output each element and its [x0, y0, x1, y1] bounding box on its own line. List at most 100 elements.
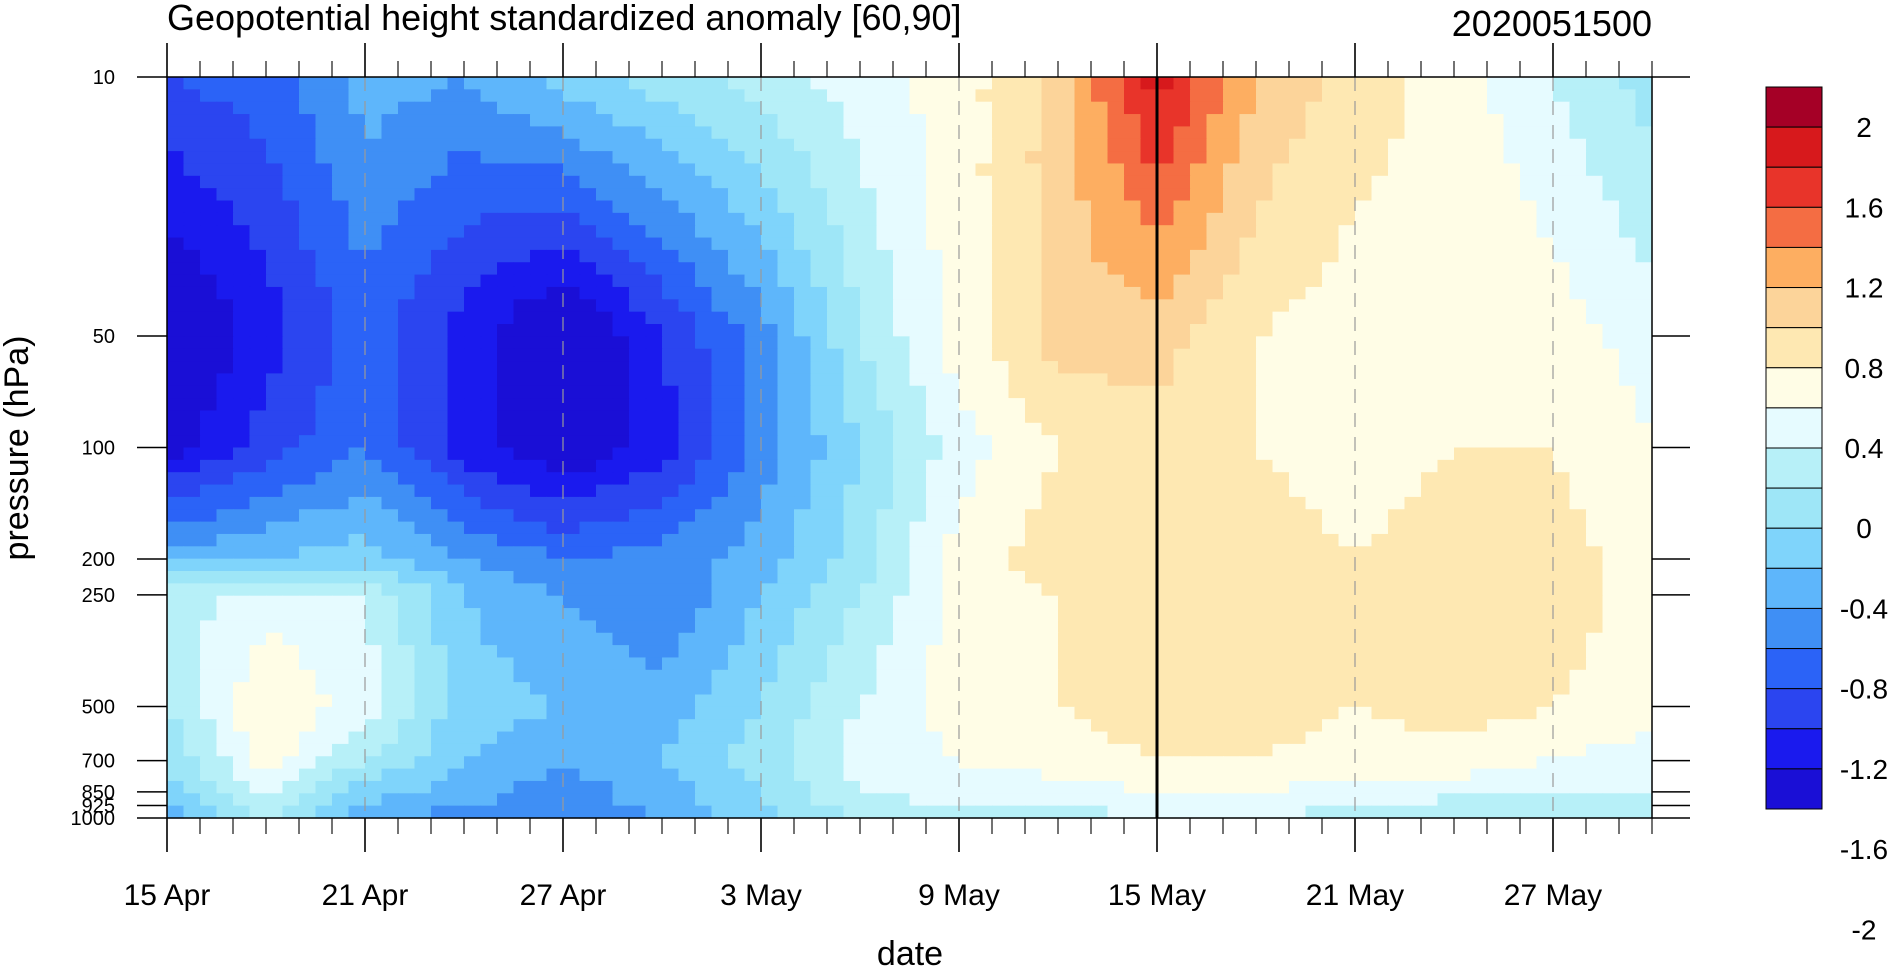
field-cell	[1322, 694, 1340, 708]
field-cell	[711, 299, 729, 313]
field-cell	[348, 632, 366, 646]
field-cell	[447, 163, 465, 177]
field-cell	[1190, 546, 1208, 560]
field-cell	[1536, 77, 1554, 90]
field-cell	[1503, 422, 1521, 436]
field-cell	[1289, 126, 1307, 140]
field-cell	[365, 249, 383, 263]
field-cell	[348, 472, 366, 486]
field-cell	[1008, 706, 1026, 720]
field-cell	[530, 435, 548, 449]
field-cell	[579, 657, 597, 671]
field-cell	[563, 558, 581, 572]
field-cell	[480, 595, 498, 609]
field-cell	[249, 595, 267, 609]
field-cell	[1272, 632, 1290, 646]
field-cell	[1190, 299, 1208, 313]
field-cell	[431, 101, 449, 115]
field-cell	[1355, 200, 1373, 214]
field-cell	[216, 361, 234, 374]
field-cell	[909, 138, 927, 152]
field-cell	[926, 682, 944, 696]
field-cell	[645, 262, 663, 276]
field-cell	[1256, 348, 1274, 362]
field-cell	[612, 114, 630, 127]
field-cell	[1487, 657, 1505, 671]
field-cell	[233, 645, 251, 659]
field-cell	[497, 101, 515, 115]
field-cell	[1239, 645, 1257, 659]
field-cell	[1421, 410, 1439, 424]
field-cell	[398, 299, 416, 313]
field-cell	[497, 558, 515, 572]
field-cell	[695, 595, 713, 609]
field-cell	[513, 533, 531, 547]
field-cell	[959, 657, 977, 671]
field-cell	[282, 706, 300, 720]
field-cell	[1256, 546, 1274, 560]
field-cell	[431, 311, 449, 325]
field-cell	[282, 286, 300, 300]
field-cell	[1107, 422, 1125, 436]
field-cell	[810, 410, 828, 424]
field-cell	[1239, 719, 1257, 733]
field-cell	[348, 200, 366, 214]
field-cell	[1635, 571, 1653, 584]
field-cell	[860, 324, 878, 337]
field-cell	[282, 694, 300, 708]
field-cell	[1338, 138, 1356, 152]
field-cell	[1107, 632, 1125, 646]
field-cell	[1157, 521, 1175, 535]
field-cell	[1107, 212, 1125, 226]
field-cell	[1173, 706, 1191, 720]
field-cell	[612, 385, 630, 399]
field-cell	[1190, 225, 1208, 239]
field-cell	[282, 422, 300, 436]
field-cell	[1289, 719, 1307, 733]
field-cell	[1569, 583, 1587, 597]
field-cell	[711, 719, 729, 733]
field-cell	[1223, 583, 1241, 597]
field-cell	[1239, 126, 1257, 140]
field-cell	[959, 348, 977, 362]
field-cell	[1272, 509, 1290, 523]
field-cell	[233, 237, 251, 251]
field-cell	[959, 274, 977, 288]
field-cell	[794, 274, 812, 288]
field-cell	[1206, 669, 1224, 683]
field-cell	[1239, 422, 1257, 436]
field-cell	[1619, 151, 1637, 165]
field-cell	[233, 385, 251, 399]
field-cell	[1388, 422, 1406, 436]
field-cell	[1569, 89, 1587, 103]
field-cell	[1058, 249, 1076, 263]
field-cell	[1355, 385, 1373, 399]
field-cell	[1272, 200, 1290, 214]
field-cell	[513, 706, 531, 720]
field-cell	[596, 472, 614, 486]
field-cell	[1602, 138, 1620, 152]
field-cell	[365, 126, 383, 140]
field-cell	[645, 608, 663, 621]
field-cell	[414, 608, 432, 621]
field-cell	[1041, 101, 1059, 115]
field-cell	[1602, 657, 1620, 671]
field-cell	[249, 89, 267, 103]
field-cell	[1437, 138, 1455, 152]
field-cell	[744, 200, 762, 214]
field-cell	[266, 608, 284, 621]
field-cell	[447, 200, 465, 214]
field-cell	[1355, 336, 1373, 350]
field-cell	[744, 274, 762, 288]
field-cell	[959, 719, 977, 733]
field-cell	[348, 521, 366, 535]
field-cell	[1157, 546, 1175, 560]
field-cell	[1404, 126, 1422, 140]
field-cell	[1256, 608, 1274, 621]
field-cell	[1322, 138, 1340, 152]
field-cell	[1190, 274, 1208, 288]
field-cell	[1041, 175, 1059, 189]
field-cell	[1140, 694, 1158, 708]
field-cell	[662, 731, 680, 745]
field-cell	[546, 200, 564, 214]
